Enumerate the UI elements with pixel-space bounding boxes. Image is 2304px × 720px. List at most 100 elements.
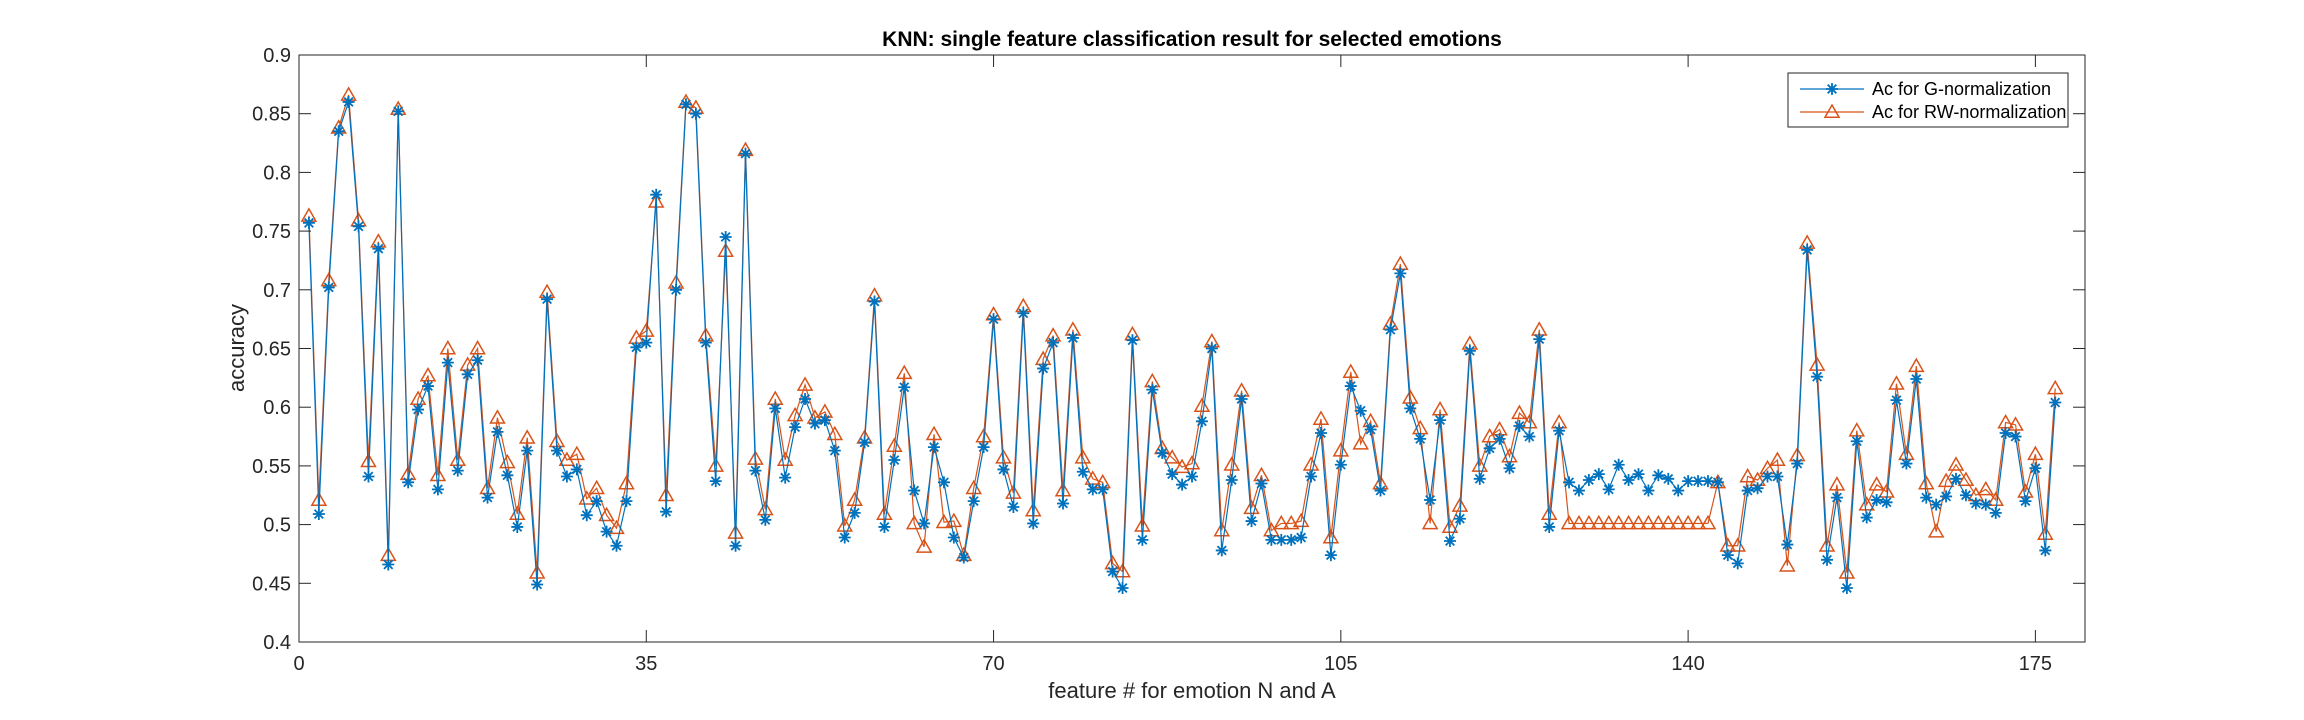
data-point (1394, 267, 1407, 280)
data-point (2037, 525, 2054, 540)
x-axis-label: feature # for emotion N and A (1048, 678, 1336, 703)
data-point (1751, 482, 1764, 495)
data-point (620, 495, 633, 508)
data-point (1017, 307, 1030, 320)
data-point (925, 425, 943, 441)
data-point (1322, 529, 1340, 544)
data-point (1662, 472, 1675, 485)
data-point (481, 491, 494, 504)
data-point (1533, 333, 1546, 346)
data-point (838, 531, 851, 544)
data-point (1344, 380, 1357, 393)
data-point (302, 216, 315, 229)
y-tick-label: 0.7 (263, 280, 291, 302)
data-point (1959, 489, 1972, 502)
data-point (836, 517, 854, 532)
data-point (1868, 476, 1885, 491)
x-tick-label: 0 (293, 653, 304, 675)
data-point (1957, 471, 1975, 486)
data-point (1917, 474, 1935, 490)
data-point (312, 508, 325, 521)
data-point (570, 463, 583, 476)
data-point (1007, 500, 1020, 513)
data-point (429, 466, 447, 482)
data-point (1374, 484, 1387, 497)
data-point (1312, 410, 1330, 425)
data-point (1927, 523, 1945, 538)
data-point (590, 495, 603, 508)
data-point (471, 354, 484, 367)
legend-label-rw-normalization: Ac for RW-normalization (1872, 102, 2066, 122)
data-point (560, 470, 573, 483)
data-point (1047, 336, 1060, 349)
data-point (1037, 362, 1050, 375)
data-point (1920, 491, 1933, 504)
data-point (1473, 472, 1486, 485)
data-point (1937, 472, 1955, 488)
x-tick-label: 70 (982, 653, 1004, 675)
data-point (967, 495, 980, 508)
data-point (1273, 514, 1290, 530)
data-point (1384, 323, 1397, 336)
data-point (739, 147, 752, 160)
data-point (769, 402, 782, 415)
data-point (1027, 517, 1040, 530)
data-point (1699, 514, 1717, 530)
data-point (878, 520, 891, 533)
data-point (1721, 549, 1734, 562)
data-point (1888, 375, 1905, 390)
data-point (1701, 475, 1714, 488)
data-point (818, 414, 831, 427)
data-point (1166, 468, 1179, 481)
data-point (531, 578, 544, 591)
data-point (1074, 449, 1092, 464)
data-point (2046, 379, 2064, 395)
data-point (1669, 514, 1687, 530)
data-point (1858, 496, 1876, 511)
data-point (1642, 484, 1655, 497)
data-point (1057, 497, 1070, 510)
data-point (342, 95, 355, 108)
data-point (1086, 483, 1099, 496)
data-point (322, 281, 335, 294)
data-point (451, 464, 464, 477)
data-point (1314, 427, 1327, 440)
data-point (568, 445, 586, 461)
data-point (1324, 549, 1337, 562)
data-point (957, 551, 970, 564)
y-tick-label: 0.8 (263, 162, 291, 184)
y-tick-label: 0.45 (252, 573, 291, 595)
data-point (908, 484, 921, 497)
data-point (1659, 514, 1677, 530)
data-point (895, 364, 913, 380)
data-point (1672, 484, 1685, 497)
data-point (1503, 462, 1516, 475)
data-point (439, 339, 457, 355)
data-point (2049, 396, 2062, 409)
data-point (1940, 490, 1953, 503)
y-tick-label: 0.5 (263, 515, 291, 537)
data-point (918, 517, 931, 530)
data-point (508, 505, 526, 521)
data-point (1838, 564, 1856, 579)
data-point (1590, 514, 1608, 530)
data-point (1523, 430, 1536, 443)
data-point (1828, 476, 1846, 491)
data-point (2029, 462, 2042, 475)
data-point (1521, 413, 1538, 429)
data-point (1285, 533, 1298, 546)
data-point (1126, 334, 1139, 347)
data-point (1610, 514, 1627, 530)
x-tick-label: 140 (1671, 653, 1704, 675)
data-point (1969, 497, 1982, 510)
legend: Ac for G-normalization Ac for RW-normali… (1787, 72, 2069, 128)
data-point (1602, 483, 1615, 496)
data-point (846, 491, 863, 506)
data-point (469, 339, 486, 355)
data-point (717, 242, 734, 258)
data-point (1215, 544, 1228, 557)
data-point (1908, 357, 1925, 373)
data-point (888, 454, 901, 467)
data-point (1739, 467, 1756, 483)
data-point (689, 107, 702, 120)
